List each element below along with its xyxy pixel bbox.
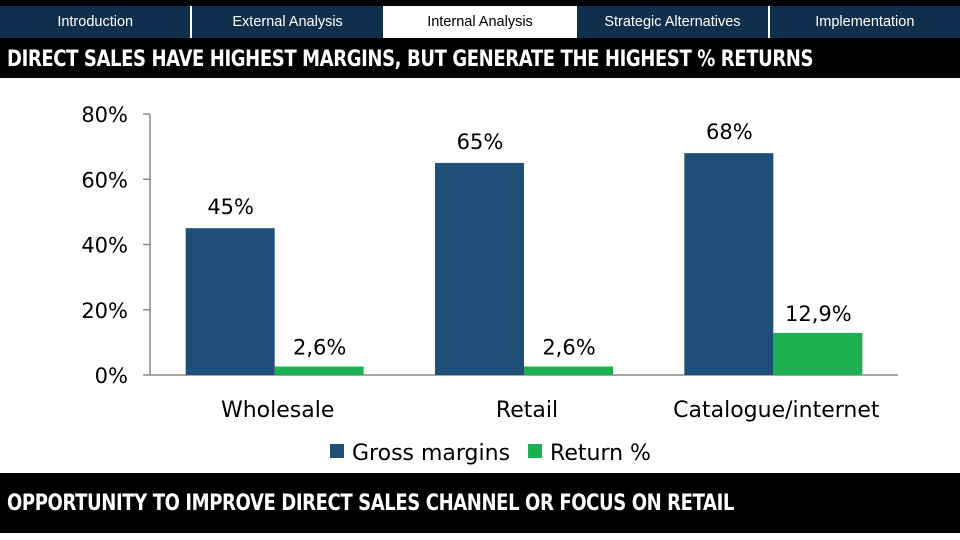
- headline-banner: DIRECT SALES HAVE HIGHEST MARGINS, BUT G…: [0, 40, 960, 78]
- category-label: Wholesale: [221, 398, 334, 423]
- headline-text: DIRECT SALES HAVE HIGHEST MARGINS, BUT G…: [7, 46, 814, 72]
- bar-gross-margins: [684, 153, 774, 375]
- bar-chart: 0% 20% 40% 60% 80% 45% 2,6% Wholesale 65% 2,6% Ret…: [81, 103, 898, 466]
- bar-return-pct: [773, 332, 863, 375]
- data-label: 68%: [706, 120, 753, 144]
- bar-return-pct: [274, 366, 364, 375]
- legend-label: Gross margins: [352, 441, 510, 466]
- tab-introduction[interactable]: Introduction: [0, 6, 193, 38]
- y-tick-label: 0%: [95, 364, 128, 388]
- data-label: 65%: [457, 130, 504, 154]
- data-label: 12,9%: [785, 302, 852, 326]
- legend-swatch-return-pct: [528, 444, 543, 458]
- tab-external-analysis[interactable]: External Analysis: [192, 6, 385, 38]
- y-tick-label: 20%: [81, 299, 128, 323]
- footer-banner: OPPORTUNITY TO IMPROVE DIRECT SALES CHAN…: [0, 473, 960, 533]
- tab-strategic-alternatives[interactable]: Strategic Alternatives: [577, 6, 770, 38]
- legend-swatch-gross-margins: [330, 444, 344, 458]
- category-label: Retail: [496, 398, 558, 423]
- data-label: 2,6%: [293, 336, 346, 360]
- tab-internal-analysis[interactable]: Internal Analysis: [384, 6, 578, 38]
- data-label: 45%: [207, 195, 254, 219]
- section-nav: Introduction External Analysis Internal …: [0, 0, 960, 40]
- bar-return-pct: [524, 366, 613, 375]
- bar-gross-margins: [185, 228, 275, 375]
- data-label: 2,6%: [542, 336, 595, 360]
- category-label: Catalogue/internet: [673, 398, 880, 423]
- y-tick-label: 80%: [81, 103, 128, 127]
- y-tick-label: 40%: [81, 234, 128, 258]
- tab-implementation[interactable]: Implementation: [769, 6, 960, 38]
- bar-gross-margins: [435, 162, 524, 375]
- legend-label: Return %: [550, 441, 651, 466]
- y-tick-label: 60%: [81, 168, 128, 192]
- footer-text: OPPORTUNITY TO IMPROVE DIRECT SALES CHAN…: [7, 490, 735, 516]
